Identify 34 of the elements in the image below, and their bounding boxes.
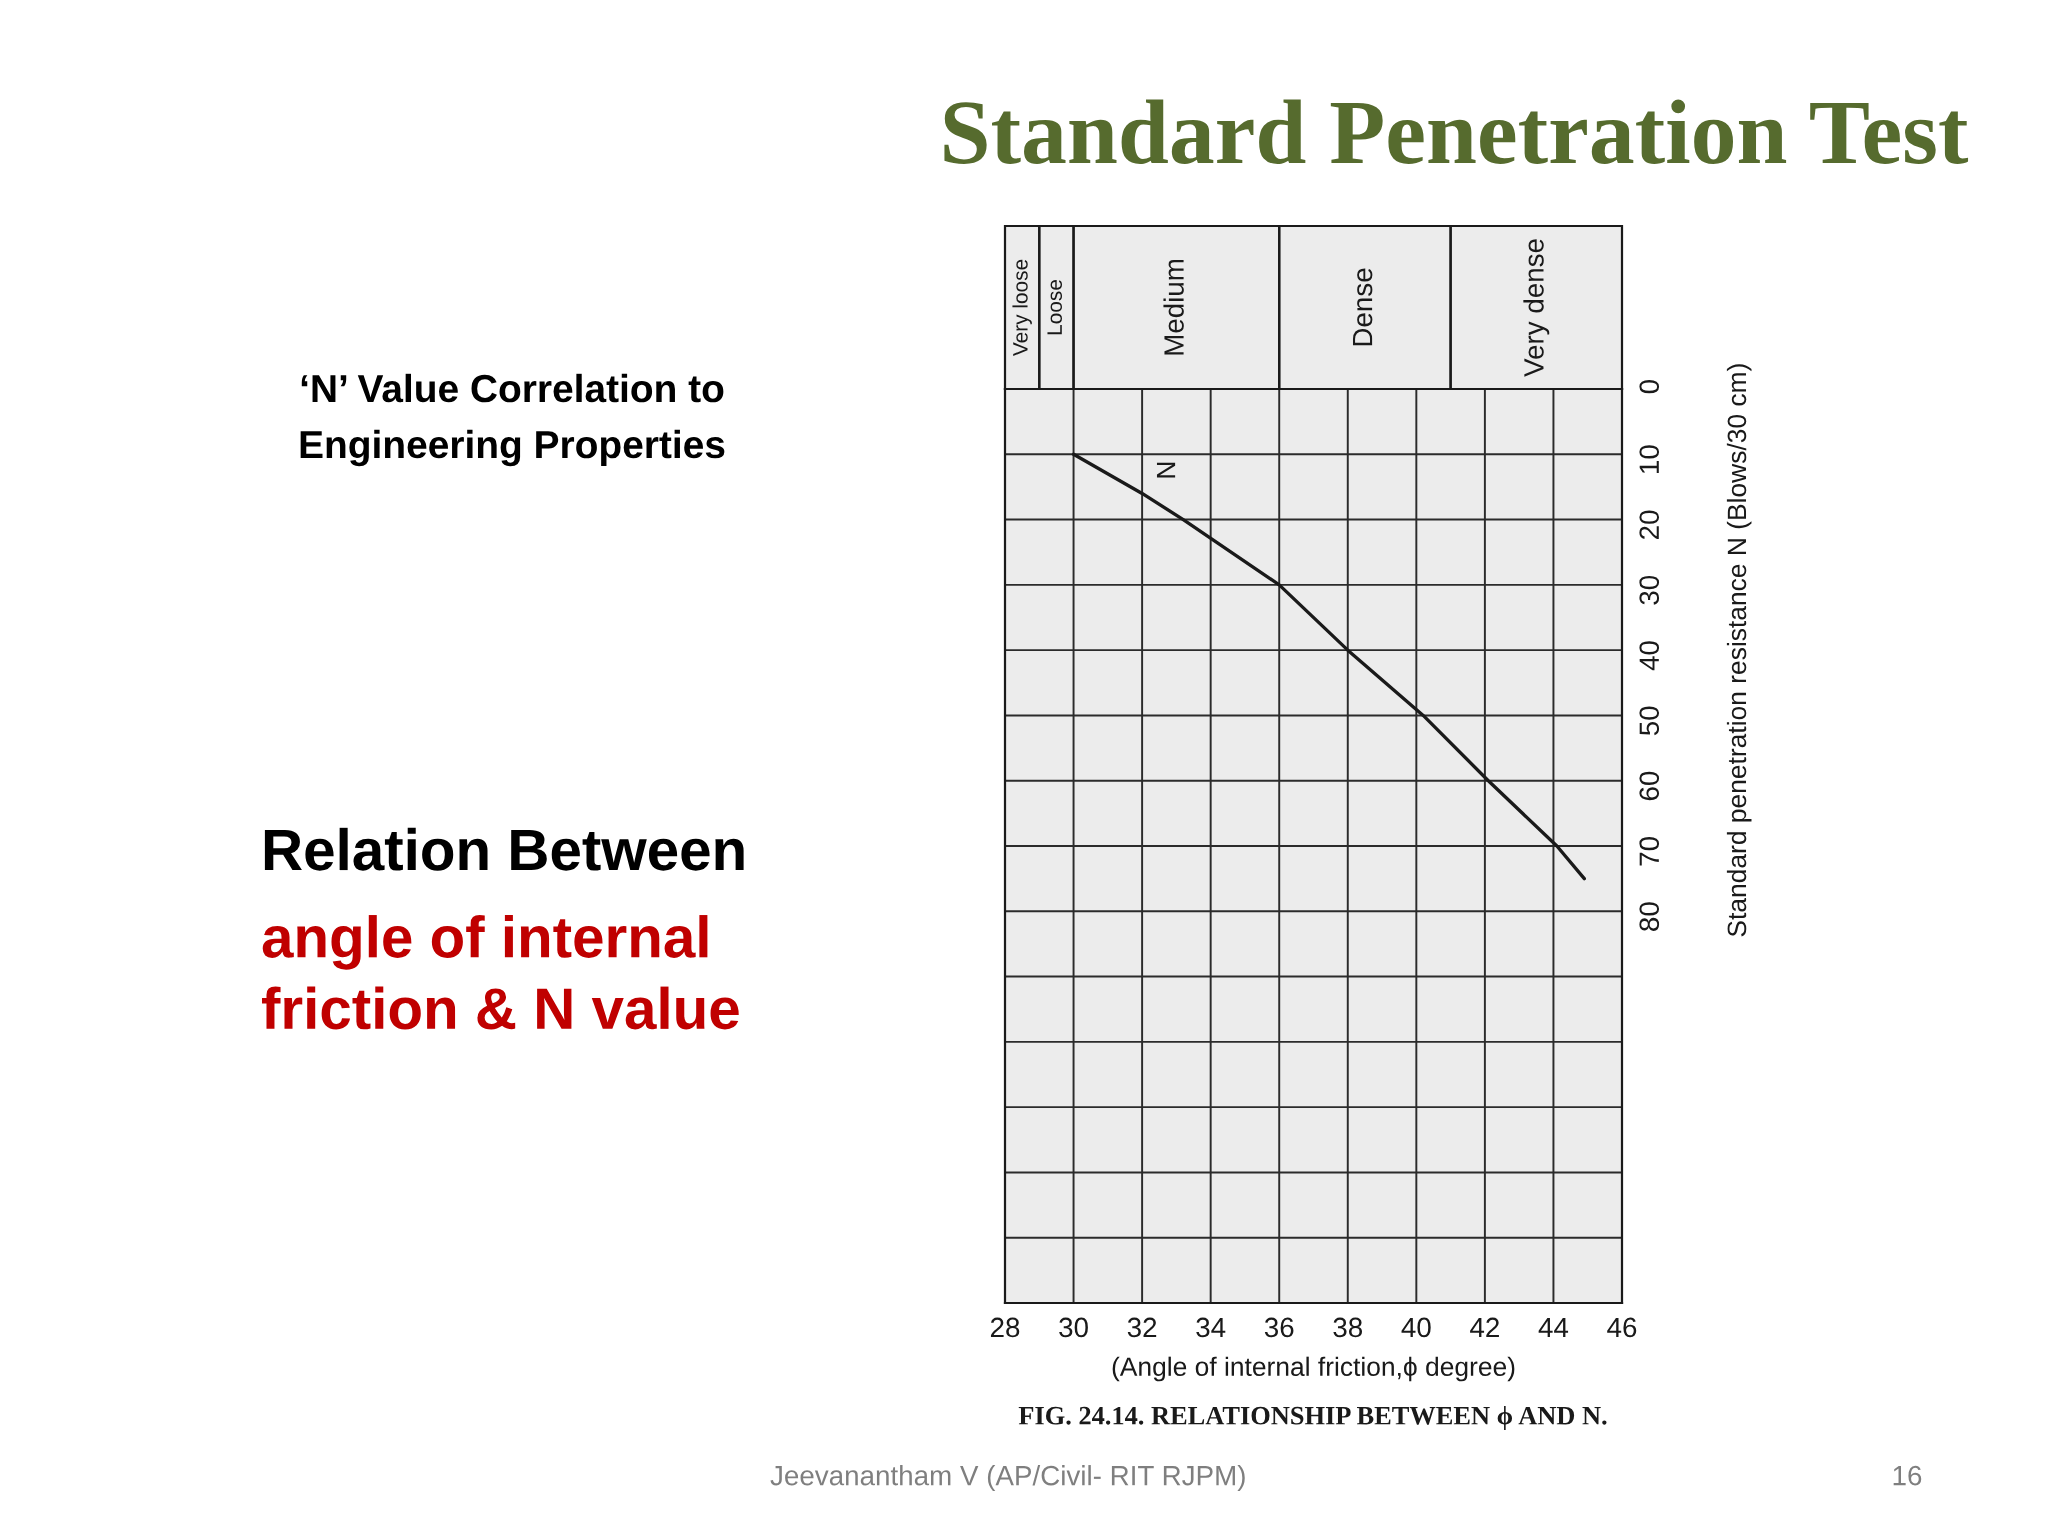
x-tick-label: 36 bbox=[1264, 1317, 1294, 1338]
band-label: Loose bbox=[1047, 280, 1063, 335]
chart-title: Standard Penetration Test bbox=[944, 99, 1969, 164]
x-tick-label: 30 bbox=[1059, 1317, 1088, 1338]
text: N bbox=[1156, 462, 1176, 478]
x-tick-label: 32 bbox=[1127, 1317, 1157, 1338]
text: Jeevanantham V (AP/Civil- RIT RJPM) bbox=[770, 1465, 1245, 1491]
x-tick-label: 28 bbox=[990, 1317, 1020, 1338]
x-tick-label: 40 bbox=[1401, 1317, 1431, 1338]
y-tick-label: 70 bbox=[1639, 837, 1660, 866]
band-label: Dense bbox=[1352, 268, 1373, 346]
band-label: Very loose bbox=[1012, 259, 1032, 357]
y-axis-title: Standard penetration resistance N (Blows/30 cm) bbox=[1726, 364, 1752, 937]
x-tick-label: 34 bbox=[1196, 1317, 1226, 1338]
text: Relation Between bbox=[264, 827, 744, 871]
text: angle of internal friction & N value bbox=[261, 915, 739, 1030]
band-label: Very dense bbox=[1523, 239, 1550, 377]
caption: FIG. 24.14. RELATIONSHIP BETWEEN ϕ AND N. bbox=[1018, 1406, 1607, 1430]
y-tick-label: 40 bbox=[1639, 641, 1660, 671]
y-tick-label: 10 bbox=[1639, 445, 1660, 473]
band-label: Medium bbox=[1163, 259, 1184, 355]
x-axis-title: (Angle of internal friction,ϕ degree) bbox=[1112, 1356, 1515, 1382]
x-tick-label: 46 bbox=[1607, 1317, 1637, 1338]
x-tick-label: 42 bbox=[1470, 1317, 1499, 1338]
x-tick-label: 38 bbox=[1333, 1317, 1363, 1338]
y-tick-label: 20 bbox=[1639, 510, 1660, 539]
text: 16 bbox=[1893, 1465, 1922, 1486]
y-tick-label: 80 bbox=[1639, 902, 1660, 931]
y-tick-label: 30 bbox=[1639, 575, 1660, 605]
y-tick-label: 60 bbox=[1639, 771, 1660, 801]
x-tick-label: 44 bbox=[1538, 1317, 1569, 1338]
text: ‘N’ Value Correlation to Engineering Properties bbox=[300, 373, 725, 467]
y-tick-label: 0 bbox=[1639, 380, 1660, 394]
y-tick-label: 50 bbox=[1639, 706, 1660, 736]
